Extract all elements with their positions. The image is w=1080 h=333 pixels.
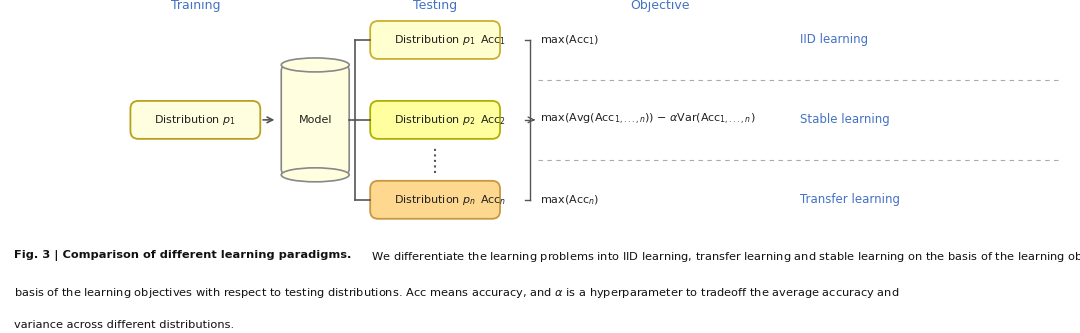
Text: basis of the learning objectives with respect to testing distributions. Acc mean: basis of the learning objectives with re… xyxy=(14,286,900,300)
Text: max(Acc$_1$): max(Acc$_1$) xyxy=(540,33,599,47)
Text: Transfer learning: Transfer learning xyxy=(799,193,900,206)
Ellipse shape xyxy=(281,168,349,182)
FancyBboxPatch shape xyxy=(370,101,500,139)
Text: We differentiate the learning problems into IID learning, transfer learning and : We differentiate the learning problems i… xyxy=(368,250,1080,264)
Text: Training: Training xyxy=(171,0,220,12)
Text: Model: Model xyxy=(298,115,332,125)
Text: Distribution $p_1$: Distribution $p_1$ xyxy=(394,33,476,47)
Text: Objective: Objective xyxy=(630,0,689,12)
Ellipse shape xyxy=(281,58,349,72)
Text: Distribution $p_1$: Distribution $p_1$ xyxy=(154,113,237,127)
Text: Acc$_n$: Acc$_n$ xyxy=(480,193,507,207)
FancyBboxPatch shape xyxy=(131,101,260,139)
Text: Fig. 3 | Comparison of different learning paradigms.: Fig. 3 | Comparison of different learnin… xyxy=(14,250,351,261)
FancyBboxPatch shape xyxy=(281,65,349,175)
Text: Acc$_1$: Acc$_1$ xyxy=(480,33,507,47)
FancyBboxPatch shape xyxy=(370,181,500,219)
Text: Testing: Testing xyxy=(413,0,457,12)
Text: Stable learning: Stable learning xyxy=(799,113,890,127)
Text: max(Acc$_n$): max(Acc$_n$) xyxy=(540,193,599,206)
Text: max(Avg(Acc$_{1,...,n}$)) $-$ $\alpha$Var(Acc$_{1,...,n}$): max(Avg(Acc$_{1,...,n}$)) $-$ $\alpha$Va… xyxy=(540,112,756,128)
Text: IID learning: IID learning xyxy=(799,33,868,47)
FancyBboxPatch shape xyxy=(370,21,500,59)
Text: Acc$_2$: Acc$_2$ xyxy=(480,113,507,127)
Text: Distribution $p_2$: Distribution $p_2$ xyxy=(394,113,476,127)
Text: variance across different distributions.: variance across different distributions. xyxy=(14,320,234,330)
Text: Distribution $p_n$: Distribution $p_n$ xyxy=(394,193,476,207)
